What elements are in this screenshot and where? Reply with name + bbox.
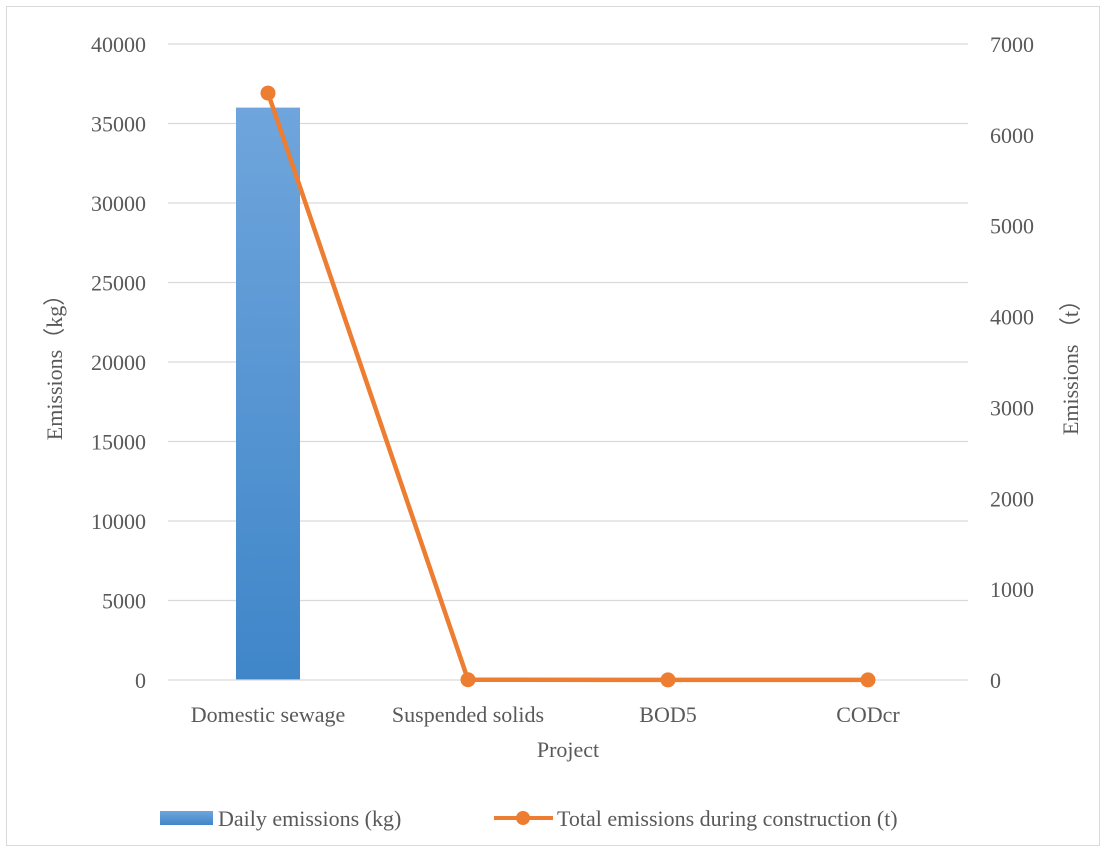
x-tick-label: CODcr xyxy=(836,702,900,727)
line-point xyxy=(660,672,676,688)
x-tick-label: BOD5 xyxy=(639,702,696,727)
line-point xyxy=(860,672,876,688)
y-axis-title-left: Emissions（kg） xyxy=(42,284,67,440)
category-labels: Domestic sewage Suspended solids BOD5 CODcr xyxy=(191,702,901,727)
y2-tick-label: 0 xyxy=(990,668,1001,693)
legend-label-line: Total emissions during construction (t) xyxy=(557,806,898,831)
y-tick-label: 5000 xyxy=(102,589,146,614)
line-point xyxy=(260,85,276,101)
y-tick-label: 0 xyxy=(135,668,146,693)
y-tick-label: 20000 xyxy=(91,350,146,375)
legend: Daily emissions (kg) Total emissions dur… xyxy=(160,806,898,831)
y-tick-label: 40000 xyxy=(91,32,146,57)
series-line xyxy=(265,92,868,683)
line-point xyxy=(460,672,476,688)
y2-tick-label: 2000 xyxy=(990,486,1034,511)
x-axis-title: Project xyxy=(537,737,599,762)
x-tick-label: Domestic sewage xyxy=(191,702,346,727)
left-axis-ticks: 0 5000 10000 15000 20000 25000 30000 35000 40000 xyxy=(91,32,146,693)
legend-swatch-bar xyxy=(160,811,213,825)
y2-tick-label: 3000 xyxy=(990,395,1034,420)
y2-tick-label: 5000 xyxy=(990,214,1034,239)
x-tick-label: Suspended solids xyxy=(392,702,544,727)
right-axis-ticks: 0 1000 2000 3000 4000 5000 6000 7000 xyxy=(990,32,1034,693)
y-tick-label: 25000 xyxy=(91,271,146,296)
legend-swatch-marker xyxy=(516,811,530,825)
y-tick-label: 35000 xyxy=(91,112,146,137)
gridlines xyxy=(168,43,968,602)
y-tick-label: 15000 xyxy=(91,430,146,455)
y2-tick-label: 6000 xyxy=(990,123,1034,148)
y-tick-label: 30000 xyxy=(91,191,146,216)
legend-item-bar: Daily emissions (kg) xyxy=(160,806,401,831)
chart-frame xyxy=(6,6,1100,846)
legend-item-line: Total emissions during construction (t) xyxy=(494,806,898,831)
bar-series xyxy=(236,107,300,681)
legend-label-bar: Daily emissions (kg) xyxy=(218,806,401,831)
line-series xyxy=(260,85,876,688)
y2-tick-label: 1000 xyxy=(990,577,1034,602)
y-tick-label: 10000 xyxy=(91,509,146,534)
y2-tick-label: 7000 xyxy=(990,32,1034,57)
bar xyxy=(236,107,300,681)
y2-tick-label: 4000 xyxy=(990,305,1034,330)
y-axis-title-right: Emissions （t） xyxy=(1058,289,1083,435)
